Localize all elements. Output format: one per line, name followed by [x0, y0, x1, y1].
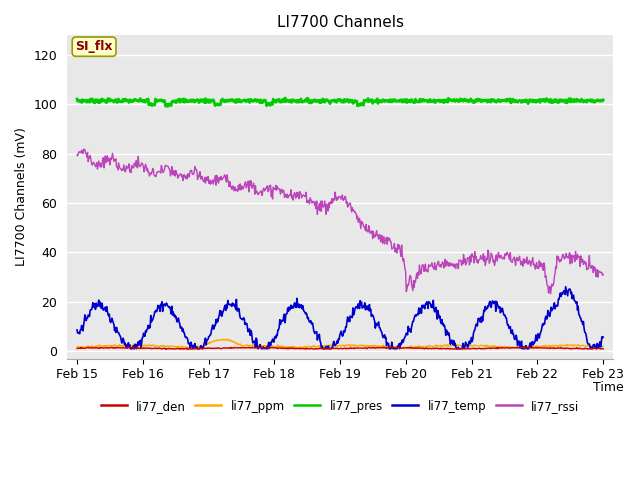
Legend: li77_den, li77_ppm, li77_pres, li77_temp, li77_rssi: li77_den, li77_ppm, li77_pres, li77_temp… — [96, 395, 584, 417]
Y-axis label: LI7700 Channels (mV): LI7700 Channels (mV) — [15, 128, 28, 266]
Title: LI7700 Channels: LI7700 Channels — [276, 15, 404, 30]
X-axis label: Time: Time — [593, 381, 624, 394]
Text: SI_flx: SI_flx — [76, 40, 113, 53]
